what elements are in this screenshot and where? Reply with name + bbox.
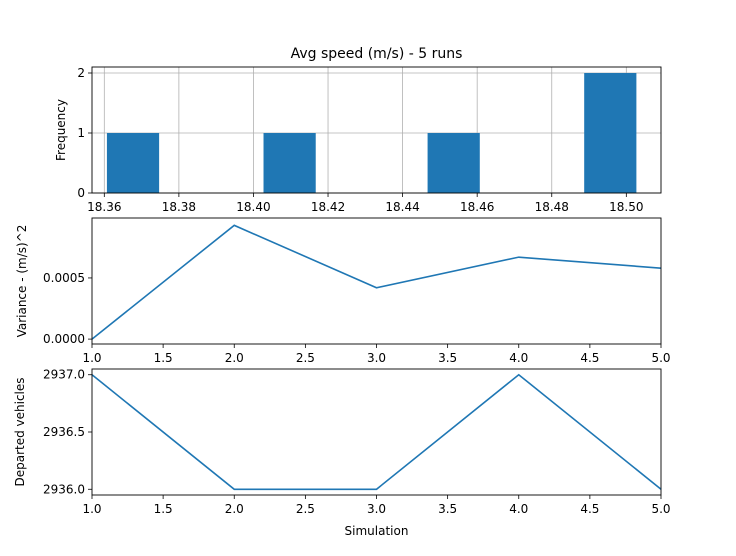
histogram-bar [263, 133, 316, 193]
subplot-3: 1.0 1.5 2.0 2.5 3.0 3.5 4.0 4.5 5.0 2936.0 2936.5 2… [13, 368, 671, 538]
y-tick-label: 2936.5 [43, 425, 85, 439]
histogram-bar [106, 133, 160, 193]
x-tick-label: 3.0 [367, 351, 386, 365]
x-tick-label: 4.5 [580, 502, 599, 516]
x-tick-label: 18.48 [535, 200, 569, 214]
y-tick-label: 2 [77, 66, 85, 80]
x-tick-label: 18.40 [236, 200, 270, 214]
x-tick-label: 2.0 [225, 351, 244, 365]
x-tick-label: 3.5 [438, 502, 457, 516]
y-axis-label: Variance - (m/s)^2 [15, 225, 29, 338]
y-tick-label: 2937.0 [43, 368, 85, 382]
x-tick-label: 18.42 [311, 200, 345, 214]
x-tick-label: 4.0 [509, 502, 528, 516]
x-tick-label: 5.0 [651, 502, 670, 516]
x-tick-label: 18.50 [609, 200, 643, 214]
axes-frame [91, 217, 662, 345]
y-tick-label: 2936.0 [43, 482, 85, 496]
x-tick-label: 2.5 [296, 351, 315, 365]
x-tick-label: 4.0 [509, 351, 528, 365]
subplot-1: 18.36 18.38 18.40 18.42 18.44 18.46 18.48 18.50… [54, 46, 662, 214]
x-tick-label: 5.0 [651, 351, 670, 365]
y-axis-label: Frequency [54, 99, 68, 161]
y-axis-label: Departed vehicles [13, 377, 27, 486]
histogram-bar [427, 133, 480, 193]
x-tick-label: 1.5 [154, 351, 173, 365]
x-tick-label: 1.0 [82, 502, 101, 516]
x-tick-label: 1.0 [82, 351, 101, 365]
subplot-2: 1.0 1.5 2.0 2.5 3.0 3.5 4.0 4.5 5.0 0.0000 0.0005 V… [15, 217, 671, 365]
x-tick-label: 2.5 [296, 502, 315, 516]
x-tick-label: 18.46 [460, 200, 494, 214]
y-tick-label: 0.0005 [43, 271, 85, 285]
x-tick-label: 4.5 [580, 351, 599, 365]
x-tick-label: 3.0 [367, 502, 386, 516]
axes-frame [91, 66, 662, 194]
x-tick-label: 3.5 [438, 351, 457, 365]
histogram-bar [584, 73, 637, 193]
x-axis-label: Simulation [345, 524, 409, 538]
x-tick-label: 1.5 [154, 502, 173, 516]
x-tick-label: 18.36 [87, 200, 121, 214]
y-tick-label: 0 [77, 186, 85, 200]
y-tick-label: 1 [77, 126, 85, 140]
series-line [91, 373, 662, 491]
x-tick-label: 2.0 [225, 502, 244, 516]
axes-frame [91, 368, 662, 496]
series-line [91, 224, 662, 340]
x-tick-label: 18.44 [385, 200, 419, 214]
y-tick-label: 0.0000 [43, 332, 85, 346]
x-tick-label: 18.38 [162, 200, 196, 214]
chart-title: Avg speed (m/s) - 5 runs [291, 46, 463, 62]
